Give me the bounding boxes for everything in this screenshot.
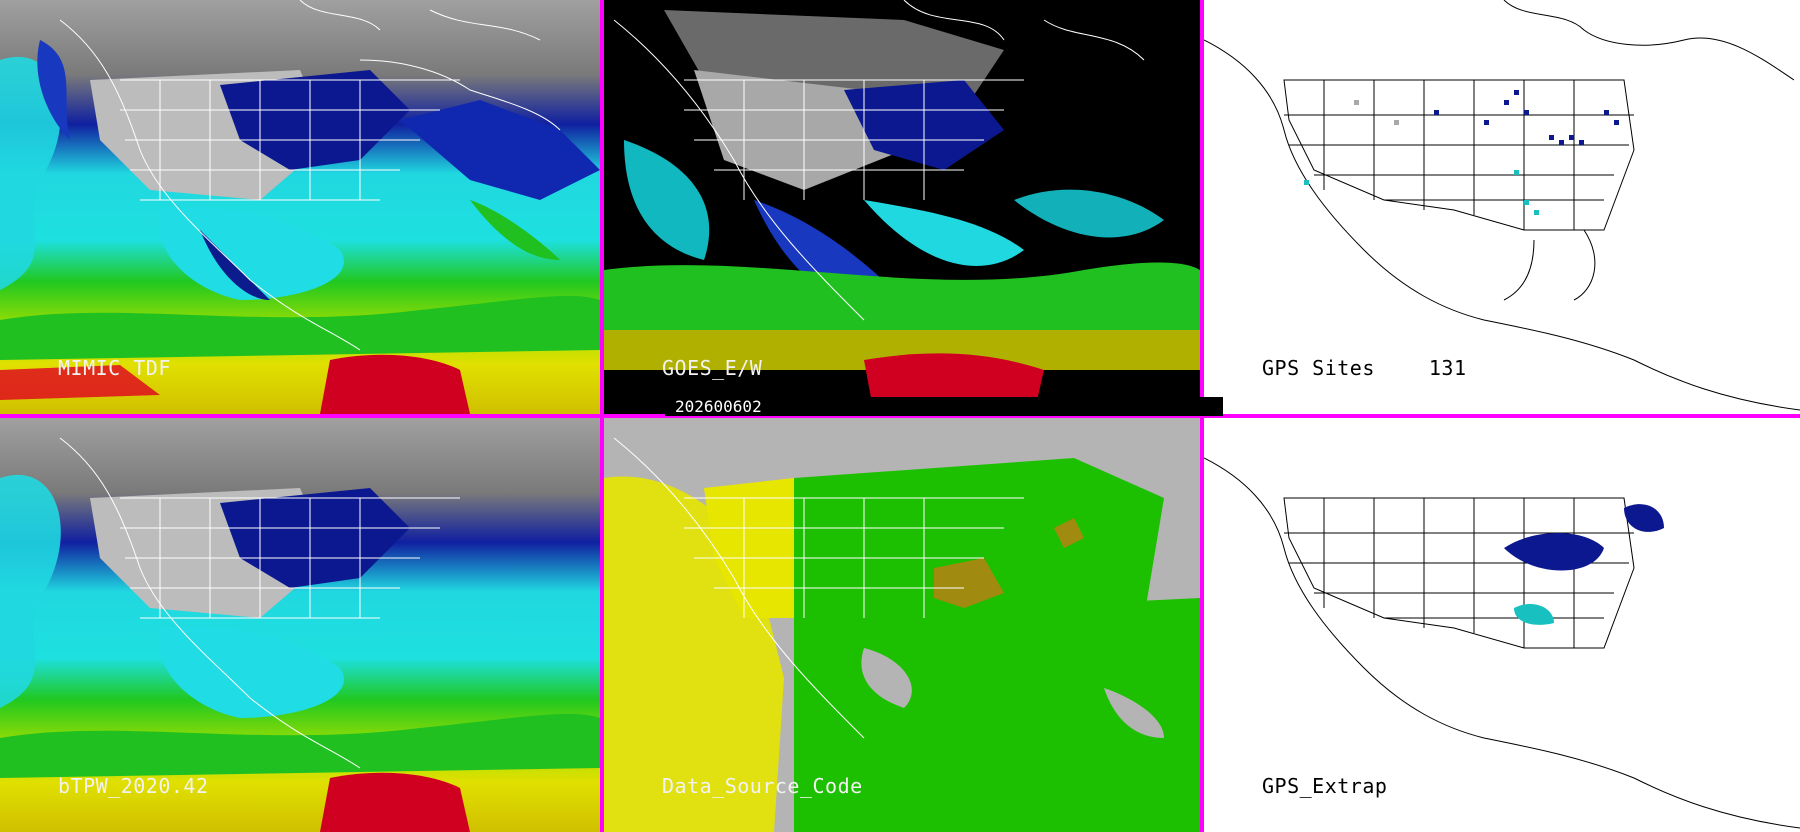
panel-label-gps-sites: GPS Sites 131 xyxy=(1262,356,1467,380)
boundary-lines xyxy=(59,437,460,769)
data-source-map xyxy=(604,418,1200,832)
goes-field-map xyxy=(604,0,1200,414)
panel-gps-sites: GPS Sites 131 xyxy=(1204,0,1800,414)
boundary-lines xyxy=(59,0,561,351)
panel-label-mimic-tpw: MIMIC TDF xyxy=(58,356,171,380)
panel-label-data-source-code: Data_Source_Code xyxy=(662,774,863,798)
panel-data-source-code: Data_Source_Code xyxy=(604,418,1200,832)
gps-sites-map xyxy=(1204,0,1800,414)
panel-label-btpw: bTPW_2020.42 xyxy=(58,774,209,798)
boundary-lines xyxy=(1204,0,1800,411)
panel-label-gps-extrap: GPS_Extrap xyxy=(1262,774,1388,798)
boundary-lines xyxy=(613,437,1024,739)
btpw-field-map xyxy=(0,418,600,832)
panel-gps-extrap: GPS_Extrap xyxy=(1204,418,1800,832)
gps-site-markers xyxy=(1304,90,1619,215)
panel-goes-ew: GOES_E/W xyxy=(604,0,1200,414)
boundary-lines xyxy=(1204,457,1800,829)
gps-sites-title: GPS Sites xyxy=(1262,356,1375,380)
date-stamp: 202600602 xyxy=(665,397,1223,416)
gps-site-count: 131 xyxy=(1428,356,1467,380)
panel-label-goes-ew: GOES_E/W xyxy=(662,356,763,380)
divider-horizontal xyxy=(0,414,1800,418)
gps-extrap-map xyxy=(1204,418,1800,832)
boundary-lines xyxy=(613,0,1145,321)
panel-mimic-tpw: MIMIC TDF xyxy=(0,0,600,414)
tpw-field-map xyxy=(0,0,600,414)
panel-btpw: bTPW_2020.42 xyxy=(0,418,600,832)
